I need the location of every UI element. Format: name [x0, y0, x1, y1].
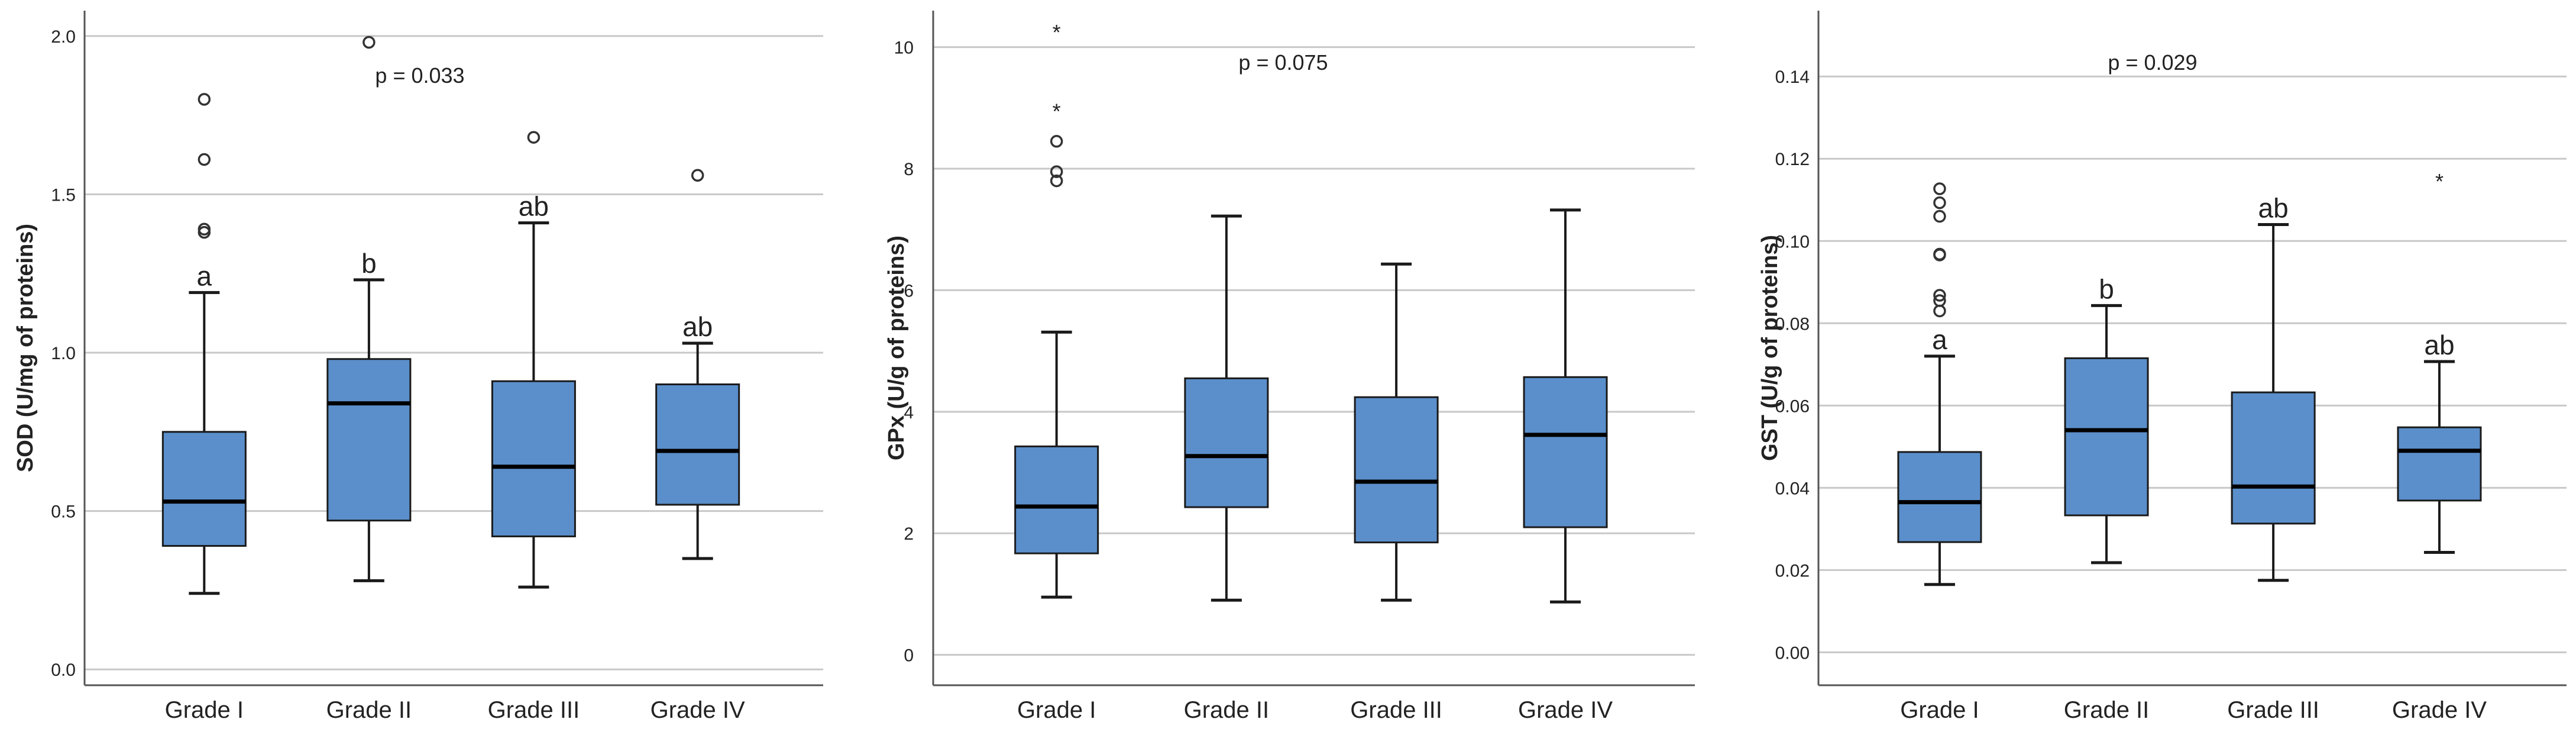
y-tick-label: 0.12	[1775, 150, 1810, 169]
x-category-label: Grade II	[2064, 697, 2150, 723]
significance-letter: ab	[2424, 330, 2454, 360]
iqr-box	[491, 380, 576, 537]
box-group-grade-iv: * ab	[2397, 169, 2482, 554]
y-tick-label: 0.08	[1775, 314, 1810, 334]
significance-letter: ab	[682, 311, 713, 342]
significance-letter: a	[197, 260, 212, 291]
outlier-point	[1050, 165, 1063, 178]
iqr-box	[1523, 376, 1608, 528]
extreme-point: *	[2435, 169, 2444, 193]
iqr-box	[2397, 426, 2482, 502]
x-category-label: Grade IV	[2392, 697, 2487, 723]
extreme-point: *	[1053, 20, 1061, 44]
y-tick-label: 0.5	[51, 502, 76, 522]
x-category-label: Grade I	[1017, 697, 1096, 723]
box-group-grade-iii	[1354, 262, 1439, 602]
x-category-label: Grade I	[1900, 697, 1979, 723]
outlier-point	[198, 93, 211, 106]
x-category-label: Grade II	[1184, 697, 1270, 723]
chart-panel-3: 0.00 0.02 0.04 0.06 0.08 0.10 0.12 0.14 GST (U/g…	[1758, 11, 2567, 723]
outlier-point	[1050, 135, 1063, 148]
p-value-label: p = 0.075	[1238, 50, 1328, 75]
y-tick-label: 0.10	[1775, 232, 1810, 251]
box-group-grade-i: a	[161, 93, 247, 595]
iqr-box	[2064, 357, 2149, 517]
x-category-label: Grade III	[488, 697, 580, 723]
box-group-grade-iv	[1523, 208, 1608, 604]
y-tick-label: 0.04	[1775, 479, 1810, 498]
y-tick-label: 2	[904, 524, 914, 544]
iqr-box	[326, 358, 412, 522]
y-tick-label: 10	[894, 38, 914, 58]
y-tick-label: 0.00	[1775, 643, 1810, 663]
y-tick-label: 0.02	[1775, 561, 1810, 580]
x-category-label: Grade IV	[651, 697, 745, 723]
y-tick-label: 0.06	[1775, 396, 1810, 416]
extreme-point: *	[1053, 99, 1061, 123]
y-tick-label: 8	[904, 160, 914, 179]
outlier-point	[363, 36, 376, 49]
p-value-label: p = 0.033	[375, 63, 464, 88]
y-tick-label: 0.0	[51, 660, 76, 680]
outlier-point	[1933, 304, 1946, 318]
x-category-label: Grade III	[2227, 697, 2319, 723]
box-group-grade-iv: ab	[655, 169, 740, 560]
significance-letter: ab	[2258, 192, 2289, 223]
iqr-box	[2231, 391, 2316, 525]
significance-letter: ab	[519, 191, 549, 222]
y-tick-label: 4	[904, 403, 914, 423]
box-group-grade-ii: b	[2064, 273, 2149, 565]
box-group-grade-iii: ab	[2231, 192, 2316, 582]
box-group-grade-i: **	[1014, 20, 1099, 599]
outlier-point	[1933, 249, 1946, 262]
box-group-grade-ii: b	[326, 36, 412, 582]
p-value-label: p = 0.029	[2108, 50, 2197, 75]
iqr-box	[1184, 377, 1269, 508]
y-axis-title: GPx (U/g of proteins)	[884, 236, 909, 460]
significance-letter: b	[361, 248, 377, 279]
outlier-point	[1933, 209, 1946, 223]
iqr-box	[161, 431, 247, 547]
y-tick-label: 1.5	[51, 185, 76, 205]
x-category-label: Grade III	[1350, 697, 1442, 723]
outlier-point	[198, 153, 211, 166]
y-axis-title: SOD (U/mg of proteins)	[13, 224, 38, 472]
x-category-label: Grade I	[165, 697, 244, 723]
y-tick-label: 1.0	[51, 344, 76, 363]
y-tick-label: 0	[904, 646, 914, 666]
y-tick-label: 0.14	[1775, 67, 1810, 87]
y-axis-title: GST (U/g of proteins)	[1758, 235, 1782, 461]
y-tick-label: 2.0	[51, 27, 76, 47]
iqr-box	[1897, 451, 1982, 543]
iqr-box	[1354, 396, 1439, 544]
outlier-point	[1933, 196, 1946, 209]
outlier-point	[527, 131, 541, 144]
x-category-label: Grade II	[326, 697, 412, 723]
x-category-label: Grade IV	[1518, 697, 1613, 723]
box-group-grade-iii: ab	[491, 131, 576, 589]
outlier-point	[1933, 182, 1946, 195]
outlier-point	[1933, 289, 1946, 302]
iqr-box	[655, 383, 740, 506]
chart-panel-1: 0.0 0.5 1.0 1.5 2.0 SOD (U/mg of proteins) p =…	[13, 11, 823, 723]
significance-letter: a	[1932, 324, 1947, 355]
chart-panel-2: 0 2 4 6 8 10 GPx (U/g of proteins) p = 0.075 Gra…	[884, 11, 1695, 723]
significance-letter: b	[2099, 273, 2114, 304]
iqr-box	[1014, 445, 1099, 554]
outlier-point	[691, 169, 704, 182]
box-group-grade-i: a	[1897, 182, 1982, 586]
outlier-point	[198, 225, 211, 239]
y-tick-label: 6	[904, 281, 914, 301]
box-group-grade-ii	[1184, 214, 1269, 602]
outlier-point	[1050, 174, 1063, 188]
